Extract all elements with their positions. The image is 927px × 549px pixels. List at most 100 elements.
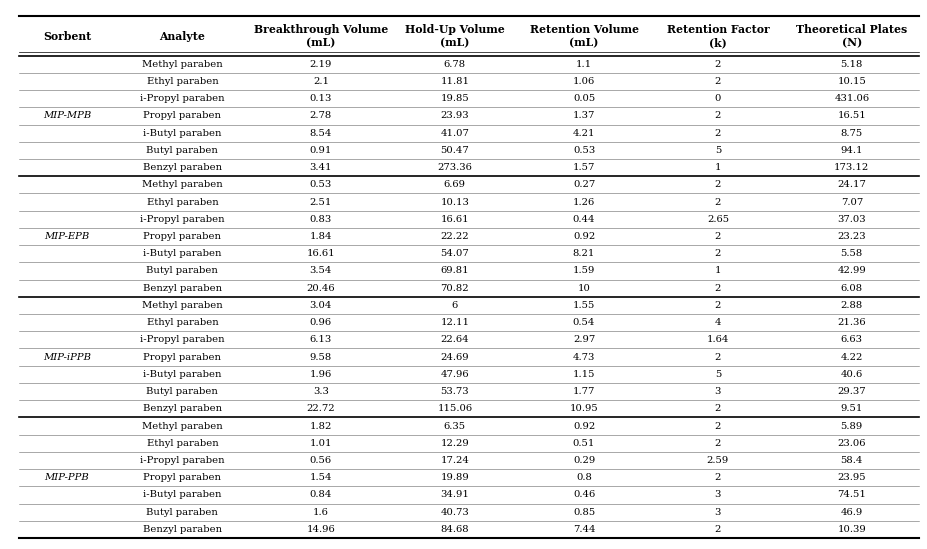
Text: 74.51: 74.51: [836, 490, 865, 500]
Text: Butyl paraben: Butyl paraben: [146, 266, 218, 276]
Text: 19.85: 19.85: [440, 94, 469, 103]
Text: Methyl paraben: Methyl paraben: [142, 60, 222, 69]
Text: 24.69: 24.69: [440, 352, 468, 362]
Text: 1.26: 1.26: [572, 198, 594, 206]
Text: Ethyl paraben: Ethyl paraben: [146, 198, 218, 206]
Text: Benzyl paraben: Benzyl paraben: [143, 525, 222, 534]
Text: 53.73: 53.73: [440, 387, 468, 396]
Text: 22.22: 22.22: [440, 232, 468, 241]
Text: 6.13: 6.13: [310, 335, 332, 344]
Text: 9.58: 9.58: [310, 352, 332, 362]
Text: 2: 2: [714, 232, 720, 241]
Text: 0.83: 0.83: [310, 215, 332, 224]
Text: 1.06: 1.06: [572, 77, 594, 86]
Text: 1.57: 1.57: [572, 163, 594, 172]
Text: i-Propyl paraben: i-Propyl paraben: [140, 94, 224, 103]
Text: 273.36: 273.36: [437, 163, 472, 172]
Text: 2.78: 2.78: [310, 111, 332, 120]
Text: 6.63: 6.63: [840, 335, 862, 344]
Text: 2.59: 2.59: [706, 456, 729, 465]
Text: 3.3: 3.3: [312, 387, 328, 396]
Text: 46.9: 46.9: [840, 508, 862, 517]
Text: 0.29: 0.29: [572, 456, 594, 465]
Text: 20.46: 20.46: [306, 284, 335, 293]
Text: 2: 2: [714, 284, 720, 293]
Text: 54.07: 54.07: [440, 249, 469, 258]
Text: 2: 2: [714, 422, 720, 430]
Text: 2: 2: [714, 198, 720, 206]
Text: 1.64: 1.64: [706, 335, 729, 344]
Text: 1.01: 1.01: [310, 439, 332, 448]
Text: Ethyl paraben: Ethyl paraben: [146, 439, 218, 448]
Text: 23.06: 23.06: [837, 439, 865, 448]
Text: 0.84: 0.84: [310, 490, 332, 500]
Text: Propyl paraben: Propyl paraben: [144, 473, 222, 482]
Text: 10: 10: [577, 284, 590, 293]
Text: 1: 1: [714, 266, 720, 276]
Text: 10.95: 10.95: [569, 404, 598, 413]
Text: 1.37: 1.37: [572, 111, 594, 120]
Text: Butyl paraben: Butyl paraben: [146, 387, 218, 396]
Text: 94.1: 94.1: [840, 146, 862, 155]
Text: Benzyl paraben: Benzyl paraben: [143, 284, 222, 293]
Text: 2.88: 2.88: [840, 301, 862, 310]
Text: 1: 1: [714, 163, 720, 172]
Text: 0.53: 0.53: [310, 180, 332, 189]
Text: i-Propyl paraben: i-Propyl paraben: [140, 215, 224, 224]
Text: 10.13: 10.13: [440, 198, 469, 206]
Text: 47.96: 47.96: [440, 370, 468, 379]
Text: i-Butyl paraben: i-Butyl paraben: [143, 249, 222, 258]
Text: 16.61: 16.61: [440, 215, 468, 224]
Text: Retention Factor
(k): Retention Factor (k): [666, 24, 768, 48]
Text: 0.54: 0.54: [572, 318, 594, 327]
Text: 23.95: 23.95: [836, 473, 865, 482]
Text: Ethyl paraben: Ethyl paraben: [146, 77, 218, 86]
Text: 0.53: 0.53: [572, 146, 594, 155]
Text: 1.6: 1.6: [312, 508, 328, 517]
Text: Propyl paraben: Propyl paraben: [144, 111, 222, 120]
Text: i-Butyl paraben: i-Butyl paraben: [143, 490, 222, 500]
Text: 3.04: 3.04: [310, 301, 332, 310]
Text: 2: 2: [714, 128, 720, 138]
Text: 0.91: 0.91: [310, 146, 332, 155]
Text: 2.97: 2.97: [572, 335, 594, 344]
Text: Ethyl paraben: Ethyl paraben: [146, 318, 218, 327]
Text: i-Butyl paraben: i-Butyl paraben: [143, 128, 222, 138]
Text: 6: 6: [451, 301, 457, 310]
Text: Methyl paraben: Methyl paraben: [142, 301, 222, 310]
Text: 8.21: 8.21: [572, 249, 594, 258]
Text: 22.64: 22.64: [440, 335, 468, 344]
Text: 4.22: 4.22: [840, 352, 862, 362]
Text: 17.24: 17.24: [440, 456, 469, 465]
Text: 12.29: 12.29: [440, 439, 469, 448]
Text: Analyte: Analyte: [159, 31, 205, 42]
Text: Propyl paraben: Propyl paraben: [144, 232, 222, 241]
Text: 6.08: 6.08: [840, 284, 862, 293]
Text: 70.82: 70.82: [440, 284, 468, 293]
Text: i-Butyl paraben: i-Butyl paraben: [143, 370, 222, 379]
Text: 1.77: 1.77: [572, 387, 594, 396]
Text: 1.15: 1.15: [572, 370, 594, 379]
Text: 2: 2: [714, 352, 720, 362]
Text: 69.81: 69.81: [440, 266, 468, 276]
Text: 10.15: 10.15: [836, 77, 865, 86]
Text: 11.81: 11.81: [439, 77, 469, 86]
Text: MIP-PPB: MIP-PPB: [44, 473, 89, 482]
Text: 3.54: 3.54: [310, 266, 332, 276]
Text: 41.07: 41.07: [440, 128, 469, 138]
Text: i-Propyl paraben: i-Propyl paraben: [140, 335, 224, 344]
Text: 5: 5: [714, 146, 720, 155]
Text: 22.72: 22.72: [306, 404, 335, 413]
Text: 8.75: 8.75: [840, 128, 862, 138]
Text: 42.99: 42.99: [836, 266, 865, 276]
Text: 1.59: 1.59: [572, 266, 594, 276]
Text: 0.46: 0.46: [572, 490, 594, 500]
Text: 0: 0: [714, 94, 720, 103]
Text: 2.19: 2.19: [310, 60, 332, 69]
Text: Propyl paraben: Propyl paraben: [144, 352, 222, 362]
Text: 6.69: 6.69: [443, 180, 465, 189]
Text: 40.73: 40.73: [440, 508, 469, 517]
Text: 37.03: 37.03: [836, 215, 865, 224]
Text: 24.17: 24.17: [836, 180, 865, 189]
Text: 16.61: 16.61: [306, 249, 335, 258]
